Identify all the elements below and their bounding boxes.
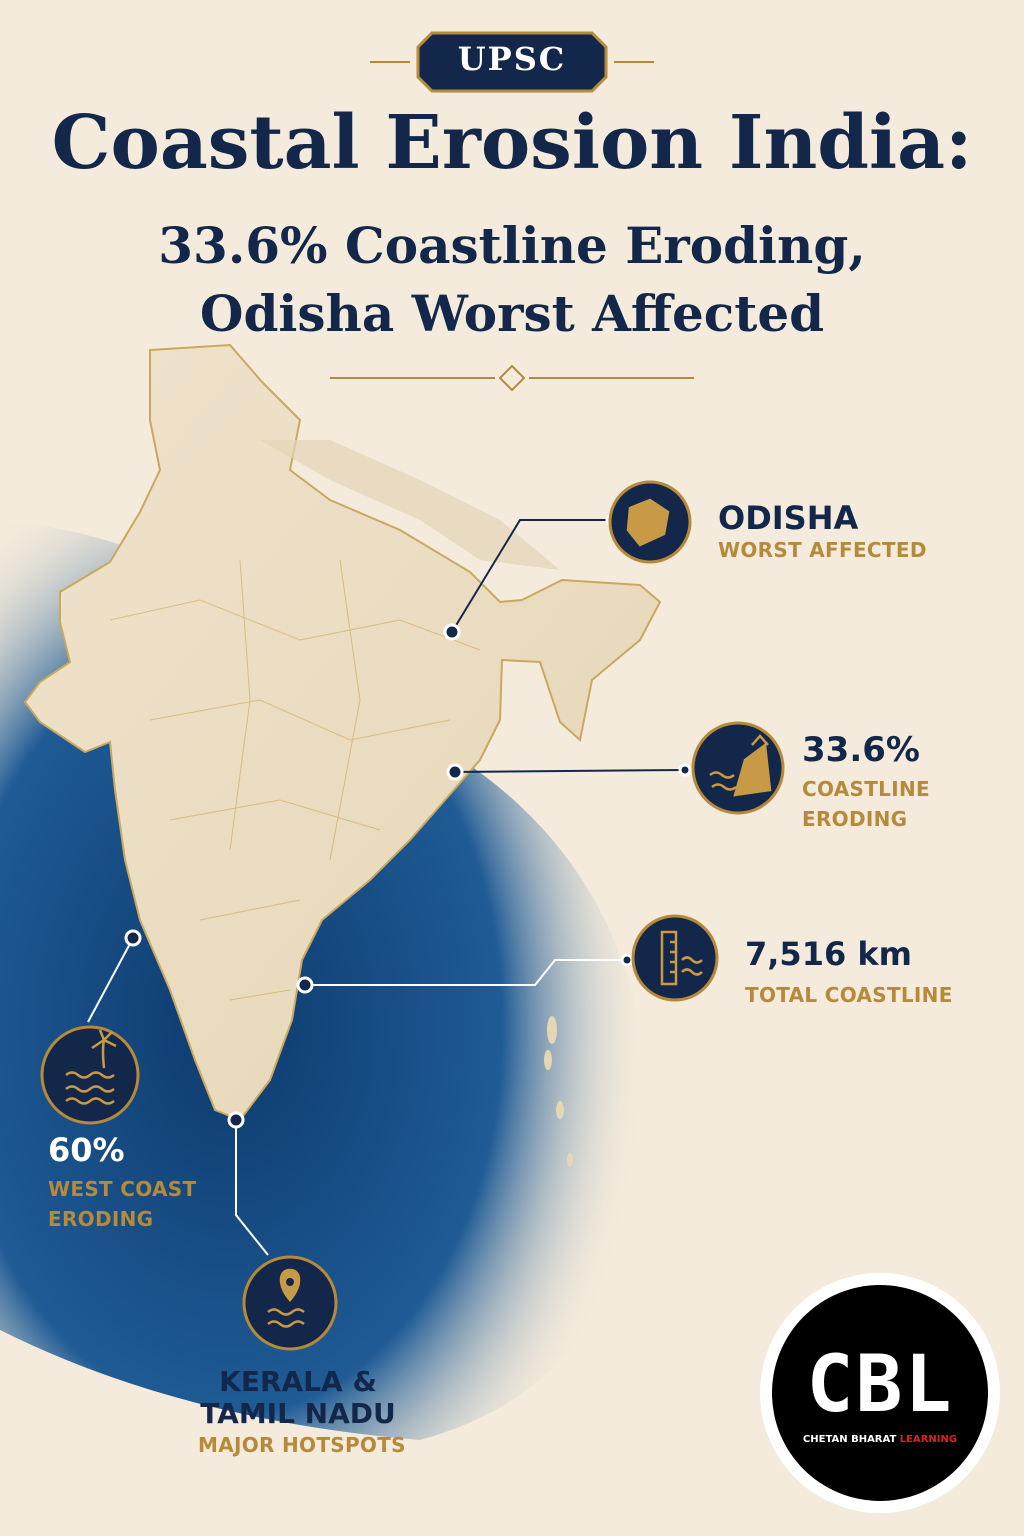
- callout-caption: TOTAL COASTLINE: [745, 983, 953, 1007]
- subtitle-line: 33.6% Coastline Eroding,: [158, 216, 866, 275]
- india-map: [23, 343, 662, 1122]
- callout-headline: ODISHA: [718, 499, 859, 537]
- logo-disc: [772, 1285, 988, 1501]
- callout-headline: 7,516 km: [745, 935, 912, 973]
- logo-text: CHETAN BHARAT LEARNING: [772, 1434, 988, 1445]
- callout-caption: WORST AFFECTED: [718, 538, 927, 562]
- badge-text: UPSC: [457, 40, 567, 78]
- logo-name: CHETAN BHARAT: [802, 1434, 897, 1445]
- icons: [65, 498, 772, 1328]
- title: Coastal Erosion India:: [51, 100, 973, 186]
- state-borders: [109, 559, 481, 1001]
- callout-caption: ERODING: [802, 807, 908, 831]
- callout-caption: WEST COAST: [48, 1177, 197, 1201]
- callout-headline: KERALA &: [219, 1365, 377, 1398]
- dots: [124, 513, 692, 1129]
- badge: [416, 31, 608, 93]
- connectors: [87, 519, 684, 1256]
- callout-caption: MAJOR HOTSPOTS: [198, 1433, 406, 1457]
- logo-name-accent: LEARNING: [899, 1434, 958, 1445]
- callout-headline: 33.6%: [802, 730, 920, 770]
- callout-caption: ERODING: [48, 1207, 154, 1231]
- subtitle-line: Odisha Worst Affected: [199, 284, 825, 343]
- himalaya: [260, 440, 560, 570]
- callout-headline: 60%: [48, 1131, 125, 1169]
- ornament: [330, 61, 694, 392]
- callout-headline: TAMIL NADU: [200, 1397, 396, 1430]
- logo-mark: CBL: [806, 1340, 954, 1430]
- callout-caption: COASTLINE: [802, 777, 930, 801]
- islands: [544, 1016, 573, 1167]
